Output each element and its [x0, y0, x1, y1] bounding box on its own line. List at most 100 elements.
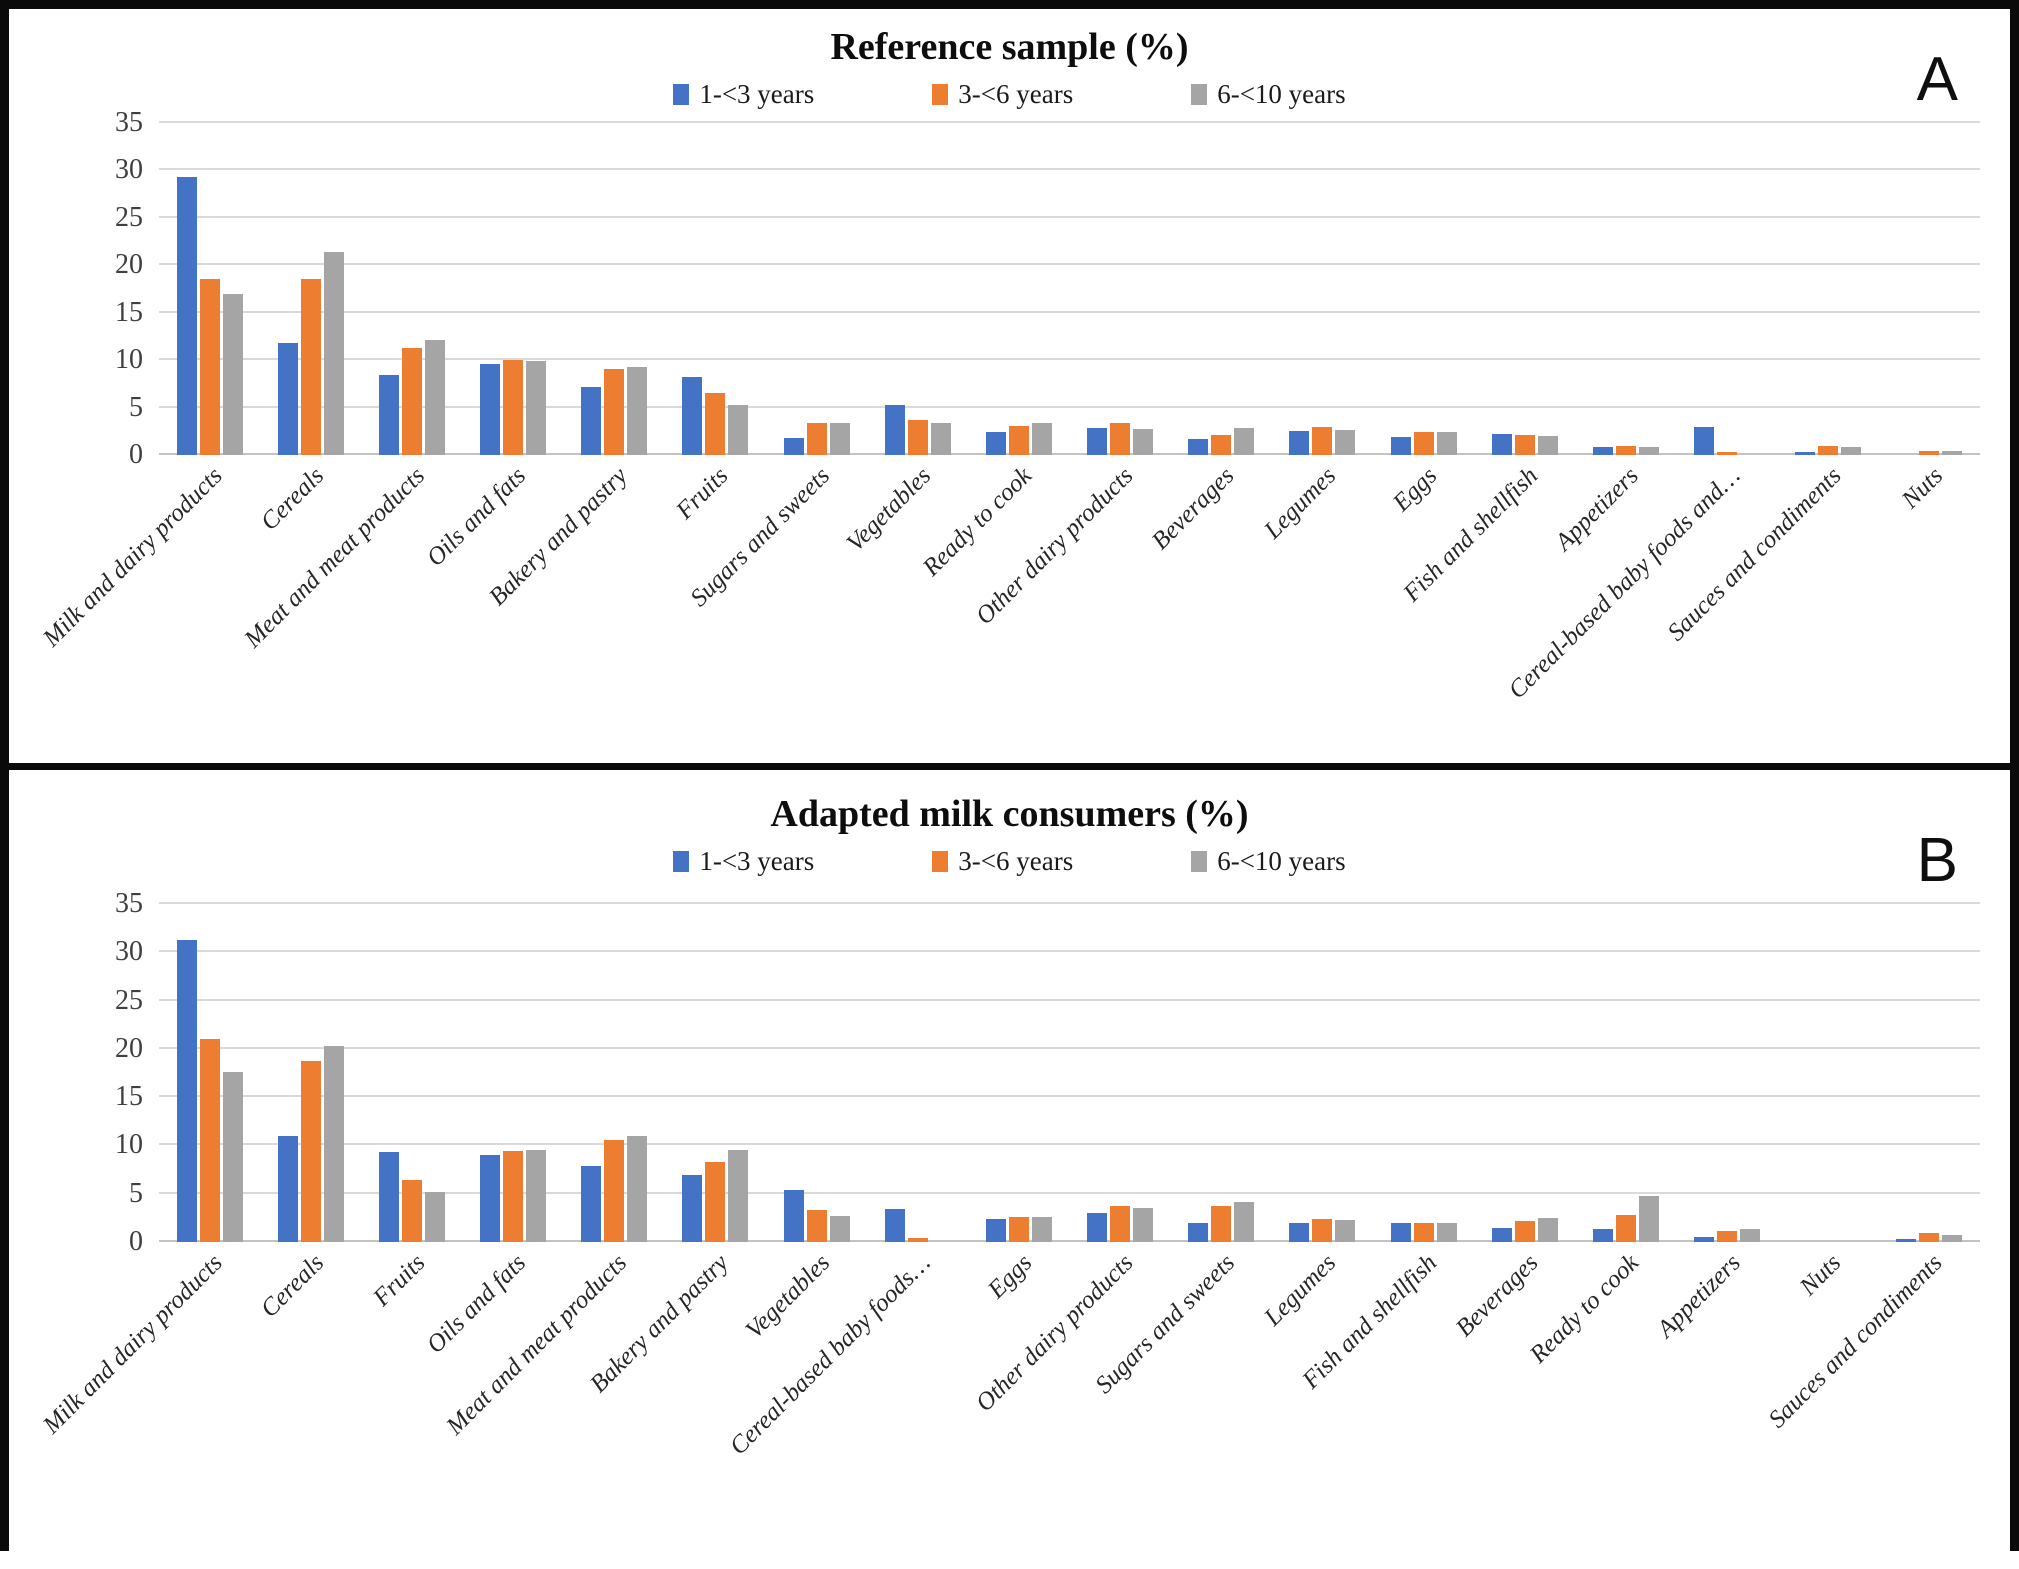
bar-other-dairy-products-6-10-years [1133, 1208, 1154, 1242]
x-category-label-appetizers: Appetizers [1651, 1249, 1746, 1344]
y-tick-label-35: 35 [115, 107, 143, 138]
chart-area-b: 0 5 10 15 20 25 30 35 [9, 890, 1980, 1256]
legend-b: 1-<3 years 3-<6 years 6-<10 years [9, 842, 2010, 880]
y-axis-b: 0 5 10 15 20 25 30 35 [9, 890, 159, 1256]
bar-fruits-1-3-years [378, 1152, 399, 1242]
bar-bakery-and-pastry-3-6-years [705, 1161, 726, 1242]
x-category-label-meat-and-meat-products: Meat and meat products [239, 462, 431, 654]
x-axis-line [159, 453, 1980, 455]
bar-sauces-and-condiments-1-3-years [1795, 452, 1816, 455]
bar-vegetables-6-10-years [829, 1215, 850, 1242]
chart-area-a: 0 5 10 15 20 25 30 35 [9, 109, 1980, 469]
bar-cereal-based-baby-foods-3-6-years [907, 1238, 928, 1242]
bar-group-cereal-based-baby-foods [867, 904, 968, 1242]
bar-beverages-6-10-years [1537, 1217, 1558, 1242]
bar-oils-and-fats-1-3-years [480, 363, 501, 455]
x-category-label-cereal-based-baby-foods: Cereal-based baby foods… [725, 1249, 937, 1461]
bar-other-dairy-products-1-3-years [1087, 427, 1108, 455]
bar-group-cereal-based-baby-foods-and [1677, 123, 1778, 455]
bar-group-cereals [260, 123, 361, 455]
legend-label: 1-<3 years [699, 845, 815, 876]
bar-group-legumes [1272, 904, 1373, 1242]
y-tick-label-15: 15 [115, 1081, 143, 1113]
bar-appetizers-1-3-years [1592, 447, 1613, 455]
bar-group-appetizers [1677, 904, 1778, 1242]
bar-group-bakery-and-pastry [564, 123, 665, 455]
chart-title-b: Adapted milk consumers (%) [770, 793, 1249, 835]
x-category-label-fruits: Fruits [671, 462, 734, 525]
bar-ready-to-cook-3-6-years [1008, 425, 1029, 455]
x-axis-row-a: Milk and dairy products Cereals Meat and m… [9, 455, 1980, 731]
bar-vegetables-3-6-years [806, 1210, 827, 1242]
x-category-label-cereals: Cereals [255, 462, 330, 536]
y-tick-label-0: 0 [129, 1226, 143, 1257]
bar-group-beverages [1474, 904, 1575, 1242]
bar-milk-and-dairy-products-3-6-years [199, 1039, 220, 1242]
x-axis-labels-b: Milk and dairy products Cereals Fruits Oils… [38, 1242, 1980, 1530]
bar-eggs-6-10-years [1031, 1216, 1052, 1242]
bar-meat-and-meat-products-1-3-years [581, 1165, 602, 1242]
y-axis-a: 0 5 10 15 20 25 30 35 [9, 109, 159, 469]
bar-eggs-1-3-years [985, 1218, 1006, 1242]
bar-sugars-and-sweets-1-3-years [1188, 1222, 1209, 1242]
bar-group-sauces-and-condiments [1778, 123, 1879, 455]
bar-group-ready-to-cook [1575, 904, 1676, 1242]
legend-swatch-1-3-years [673, 850, 690, 872]
legend-label: 1-<3 years [699, 78, 815, 109]
x-axis-row-b: Milk and dairy products Cereals Fruits Oils… [9, 1242, 1980, 1530]
bar-fish-and-shellfish-6-10-years [1436, 1222, 1457, 1242]
bar-cereals-1-3-years [277, 343, 298, 455]
bar-fruits-6-10-years [424, 1191, 445, 1242]
bar-sugars-and-sweets-3-6-years [806, 422, 827, 455]
bar-beverages-3-6-years [1514, 1220, 1535, 1242]
bar-beverages-1-3-years [1491, 1228, 1512, 1242]
bar-appetizers-1-3-years [1694, 1237, 1715, 1242]
bar-sugars-and-sweets-1-3-years [783, 437, 804, 455]
panel-letter-b: B [1916, 826, 1958, 895]
gridline-30 [159, 168, 1980, 171]
bar-ready-to-cook-3-6-years [1615, 1214, 1636, 1242]
gridline-30 [159, 950, 1980, 953]
bar-fish-and-shellfish-1-3-years [1491, 434, 1512, 455]
bar-group-beverages [1171, 123, 1272, 455]
x-category-label-nuts: Nuts [1795, 1249, 1847, 1301]
legend-item-1-3-years: 1-<3 years [673, 79, 814, 110]
bar-beverages-6-10-years [1234, 428, 1255, 455]
bar-bakery-and-pastry-6-10-years [728, 1150, 749, 1242]
bar-sauces-and-condiments-3-6-years [1919, 1233, 1940, 1242]
bar-group-cereals [260, 904, 361, 1242]
legend-item-3-6-years: 3-<6 years [932, 79, 1073, 110]
bar-fish-and-shellfish-3-6-years [1413, 1222, 1434, 1242]
bar-bakery-and-pastry-6-10-years [627, 366, 648, 455]
bar-group-eggs [968, 904, 1069, 1242]
gridline-25 [159, 215, 1980, 218]
bar-group-vegetables [766, 904, 867, 1242]
bar-fruits-3-6-years [705, 393, 726, 455]
bar-sauces-and-condiments-3-6-years [1818, 446, 1839, 455]
bar-group-appetizers [1575, 123, 1676, 455]
bar-group-nuts [1879, 123, 1980, 455]
y-tick-label-10: 10 [115, 1129, 143, 1161]
bar-cereals-3-6-years [300, 1061, 321, 1242]
x-category-label-vegetables: Vegetables [841, 462, 937, 557]
bar-fruits-6-10-years [728, 404, 749, 455]
x-category-label-oils-and-fats: Oils and fats [422, 462, 532, 572]
legend-swatch-6-10-years [1191, 850, 1208, 872]
x-category-label-eggs: Eggs [982, 1249, 1038, 1304]
bar-legumes-3-6-years [1312, 426, 1333, 455]
x-axis-line [159, 1240, 1980, 1242]
bar-bakery-and-pastry-1-3-years [581, 386, 602, 455]
bar-sugars-and-sweets-6-10-years [829, 422, 850, 455]
y-tick-label-20: 20 [115, 1032, 143, 1064]
bar-group-fruits [665, 123, 766, 455]
bar-milk-and-dairy-products-6-10-years [222, 293, 243, 455]
x-category-label-vegetables: Vegetables [740, 1249, 835, 1344]
y-tick-label-30: 30 [115, 154, 143, 186]
y-tick-label-5: 5 [129, 391, 143, 423]
plot-area-b [159, 902, 1980, 1242]
bar-legumes-3-6-years [1312, 1218, 1333, 1242]
legend-item-6-10-years: 6-<10 years [1191, 79, 1346, 110]
gridline-20 [159, 1046, 1980, 1049]
x-category-label-nuts: Nuts [1896, 462, 1948, 514]
bar-legumes-1-3-years [1289, 1222, 1310, 1242]
